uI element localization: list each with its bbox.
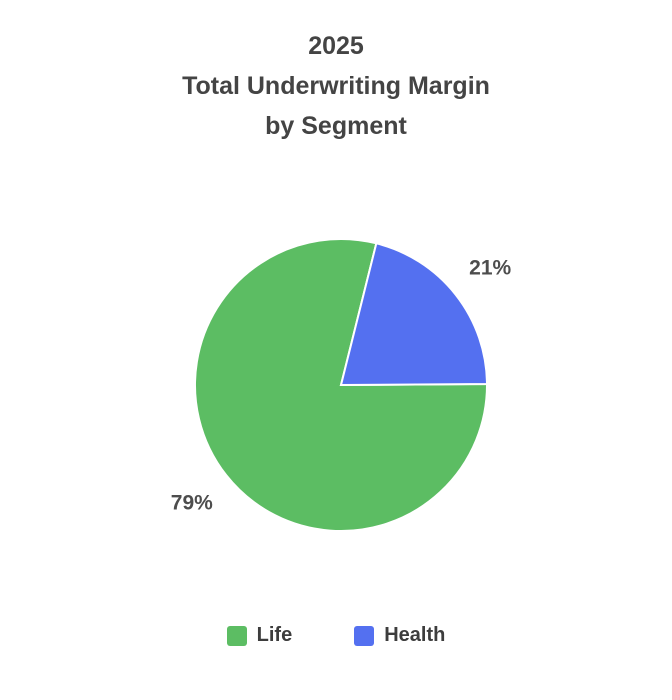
legend-label-health: Health: [384, 624, 446, 646]
pie-slice-health[interactable]: [339, 242, 489, 387]
pie-label-health: 21%: [469, 257, 511, 280]
legend: Life Health: [0, 624, 672, 647]
legend-swatch-life: [226, 625, 247, 646]
legend-swatch-health: [354, 625, 375, 646]
title-line-sub: by Segment: [265, 112, 407, 140]
title-line-year: 2025: [308, 32, 364, 60]
pie-label-life: 79%: [171, 491, 213, 514]
legend-label-life: Life: [256, 624, 293, 646]
legend-item-health[interactable]: Health: [354, 624, 445, 647]
chart-title: 2025 Total Underwriting Margin by Segmen…: [0, 26, 672, 146]
title-line-main: Total Underwriting Margin: [182, 72, 490, 100]
pie-slices: [194, 238, 489, 532]
legend-item-life[interactable]: Life: [226, 624, 293, 647]
